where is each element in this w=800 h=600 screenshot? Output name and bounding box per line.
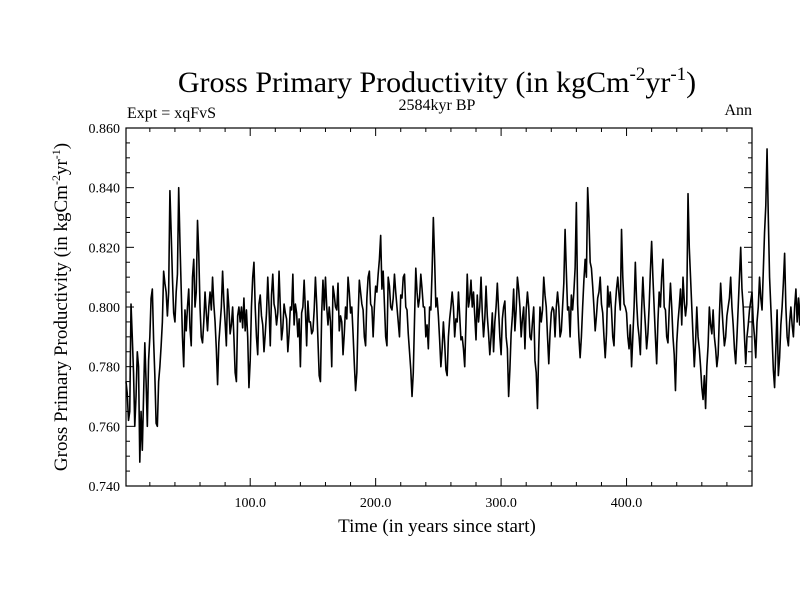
x-tick-label: 200.0 [360,496,392,511]
x-tick-label: 300.0 [485,496,517,511]
y-tick-label: 0.860 [89,122,121,137]
chart-title: Gross Primary Productivity (in kgCm-2yr-… [178,64,696,99]
y-axis-ticks: 0.740 0.760 0.780 0.800 0.820 0.840 0.860 [89,122,752,495]
season-label: Ann [724,102,752,119]
experiment-label: Expt = xqFvS [127,105,216,122]
gpp-series [125,148,800,463]
x-tick-label: 400.0 [611,496,643,511]
y-tick-label: 0.780 [89,361,121,376]
x-axis-ticks: 100.0 200.0 300.0 400.0 [149,128,728,511]
x-tick-label: 100.0 [234,496,266,511]
y-tick-label: 0.840 [89,182,121,197]
y-tick-label: 0.760 [89,420,121,435]
y-tick-label: 0.740 [89,480,121,495]
period-label: 2584kyr BP [399,97,476,114]
y-axis-label: Gross Primary Productivity (in kgCm-2yr-… [49,143,72,471]
x-axis-label: Time (in years since start) [338,516,536,537]
y-tick-label: 0.800 [89,301,121,316]
plot-frame [125,127,753,487]
gpp-line [125,148,800,463]
y-tick-label: 0.820 [89,241,121,256]
